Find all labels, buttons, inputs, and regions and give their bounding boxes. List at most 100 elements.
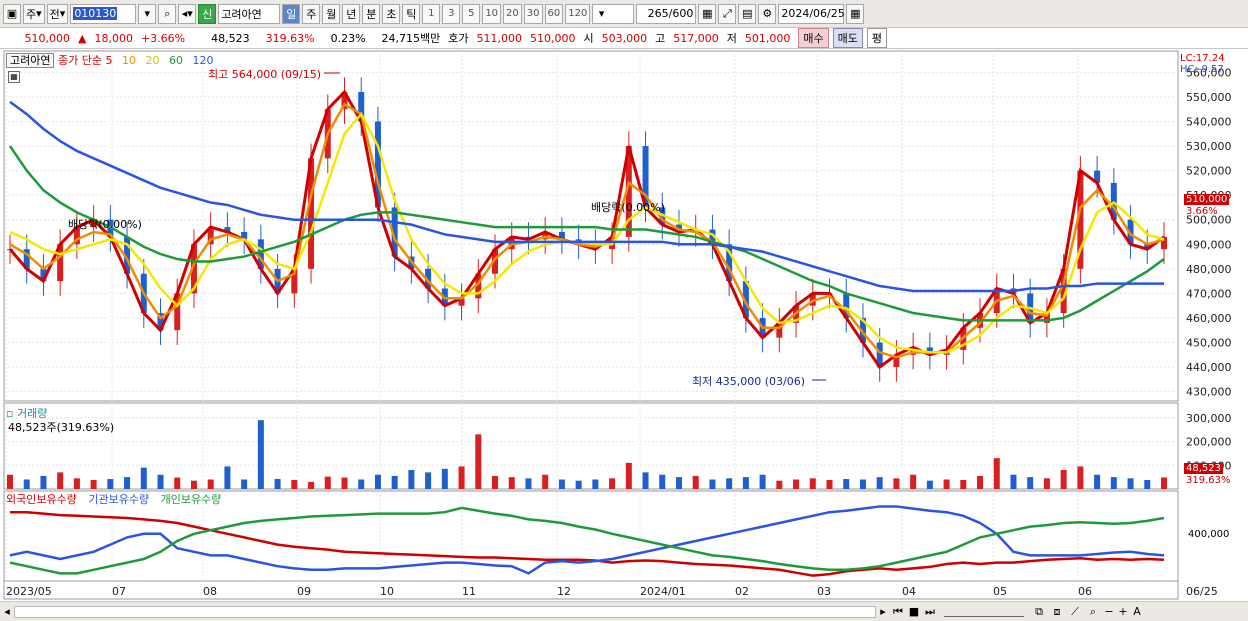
compare-icon[interactable]: ⧈ — [1053, 604, 1061, 618]
custom-interval-input[interactable]: ▾ — [592, 3, 635, 24]
legend-ma120[interactable]: 120 — [192, 54, 214, 67]
ask-price-1: 511,000 — [476, 31, 523, 45]
buy-button[interactable]: 매수 — [798, 28, 829, 48]
gear-icon[interactable]: ⚙ — [758, 3, 777, 24]
date-label-10: 04 — [902, 585, 916, 598]
period-day[interactable]: 일 — [282, 3, 301, 24]
rewind-icon[interactable]: ⏮ — [893, 604, 903, 618]
forward-icon[interactable]: ⏭ — [925, 604, 935, 618]
calendar-icon[interactable]: ▦ — [846, 3, 865, 24]
speaker-icon[interactable]: ◂▾ — [178, 3, 197, 24]
zoom-slider[interactable] — [944, 607, 1024, 617]
volume-value-legend: 48,523주(319.63%) — [8, 421, 115, 434]
date-label-9: 03 — [817, 585, 831, 598]
count-value: 265 — [647, 7, 669, 20]
volume-bar — [207, 479, 214, 489]
volume-bar — [90, 479, 97, 489]
date-label-6: 12 — [557, 585, 571, 598]
stock-name-field[interactable]: 고려아연 — [218, 3, 281, 24]
market-select[interactable]: 전 ▾ — [46, 3, 69, 24]
period-month[interactable]: 월 — [322, 3, 341, 24]
date-label-12: 06 — [1078, 585, 1092, 598]
zoom-icon[interactable]: ⌕ — [1089, 604, 1097, 618]
trend-icon[interactable]: ⟋ — [1071, 604, 1079, 618]
volume-bar — [793, 479, 800, 489]
chart-canvas[interactable]: 560,000 550,000 540,000 530,000 520,000 510,0… — [0, 49, 1248, 601]
legend-ma10[interactable]: 10 — [121, 54, 136, 67]
candle-body — [40, 268, 47, 282]
interval-20[interactable]: 20 — [503, 3, 522, 24]
save-icon[interactable]: ▤ — [738, 3, 757, 24]
period-year[interactable]: 년 — [342, 3, 361, 24]
interval-60[interactable]: 60 — [544, 3, 564, 24]
count-field[interactable]: 265/600 — [636, 3, 697, 24]
price-legend: 고려아연 종가 단순 5 10 20 60 120 — [6, 52, 213, 68]
holdings-legend: 외국인보유수량 기관보유수량 개인보유수량 — [6, 491, 221, 507]
legend-ma20[interactable]: 20 — [145, 54, 160, 67]
up-arrow-icon: ▲ — [78, 31, 87, 45]
scroll-left-icon[interactable]: ◂ — [4, 605, 10, 618]
chart-type-icon[interactable]: ▦ — [698, 3, 717, 24]
price-tick-label-8: 480,000 — [1186, 263, 1232, 276]
sell-button[interactable]: 매도 — [832, 28, 863, 48]
candle-body — [73, 227, 80, 245]
interval-30[interactable]: 30 — [523, 3, 543, 24]
volume-bar — [726, 478, 733, 489]
legend-stock-name[interactable]: 고려아연 — [6, 53, 55, 68]
date-input[interactable]: 2024/06/25 — [778, 3, 845, 24]
layout-icon[interactable]: ⧉ — [1035, 604, 1043, 618]
volume-bar — [140, 467, 147, 489]
candle-body — [642, 146, 649, 208]
candle-body — [893, 354, 900, 368]
stop-icon[interactable]: ■ — [908, 605, 920, 618]
legend-ma60[interactable]: 60 — [168, 54, 183, 67]
interval-10[interactable]: 10 — [482, 3, 502, 24]
grid-toggle-icon[interactable]: ▦ — [8, 71, 20, 83]
holdings-foreign-label[interactable]: 외국인보유수량 — [6, 493, 77, 506]
draw-tool-icon[interactable]: ⤢ — [718, 3, 737, 24]
code-input[interactable]: 010130 — [70, 3, 137, 24]
zoom-out-icon[interactable]: − — [1104, 605, 1114, 618]
bottom-nav-bar: ◂ ▸ ⏮ ■ ⏭ ⧉ ⧈ ⟋ ⌕ − + A — [0, 601, 1248, 621]
menu-icon[interactable]: ▣ — [3, 3, 21, 24]
mode-select[interactable]: 주 ▾ — [23, 3, 45, 24]
interval-5[interactable]: 5 — [462, 3, 481, 24]
dividend-annotation-2: 배당락(0.00%) — [591, 201, 665, 214]
volume-bar — [40, 475, 47, 489]
interval-120[interactable]: 120 — [565, 3, 591, 24]
search-icon[interactable]: ⌕ — [158, 3, 177, 24]
zoom-in-icon[interactable]: + — [1118, 605, 1128, 618]
code-dropdown-icon[interactable]: ▾ — [138, 3, 157, 24]
candle-body — [492, 249, 499, 274]
volume-bar — [675, 477, 682, 489]
volume-bar — [826, 479, 833, 489]
volume-bar — [324, 476, 331, 489]
volume-panel-frame — [3, 402, 1179, 490]
font-size-icon[interactable]: A — [1133, 605, 1141, 618]
period-minute[interactable]: 분 — [362, 3, 381, 24]
volume-bar — [308, 481, 315, 489]
horizontal-scrollbar[interactable] — [14, 605, 876, 618]
volume-bar — [575, 480, 582, 489]
price-tick-label-12: 440,000 — [1186, 361, 1232, 374]
average-button[interactable]: 평 — [866, 28, 888, 48]
interval-1[interactable]: 1 — [422, 3, 441, 24]
chart-area[interactable]: 560,000 550,000 540,000 530,000 520,000 510,0… — [0, 49, 1248, 601]
holdings-institution-label[interactable]: 기관보유수량 — [88, 493, 150, 506]
date-label-3: 09 — [297, 585, 311, 598]
date-label-4: 10 — [380, 585, 394, 598]
holdings-individual-label[interactable]: 개인보유수량 — [160, 493, 222, 506]
candle-body — [709, 229, 716, 245]
scroll-right-icon[interactable]: ▸ — [880, 605, 886, 618]
volume-bar — [1127, 478, 1134, 489]
period-week[interactable]: 주 — [302, 3, 321, 24]
candle-body — [475, 273, 482, 299]
period-second[interactable]: 초 — [382, 3, 401, 24]
legend-ma5[interactable]: 5 — [105, 54, 113, 67]
period-tick[interactable]: 틱 — [402, 3, 421, 24]
volume-last-tag: 48,523 — [1184, 463, 1223, 474]
price-tick-label-2: 540,000 — [1186, 115, 1232, 128]
interval-3[interactable]: 3 — [442, 3, 461, 24]
volume-bar — [609, 478, 616, 489]
date-label-0: 2023/05 — [6, 585, 52, 598]
